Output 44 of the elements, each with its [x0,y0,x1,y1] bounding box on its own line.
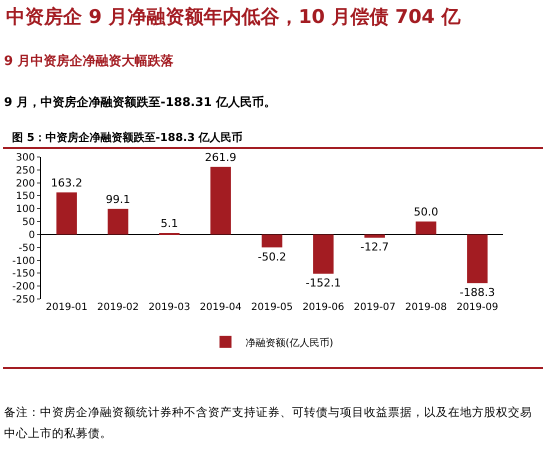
bar [56,192,77,234]
x-tick-label: 2019-07 [354,302,396,313]
bar [467,234,488,284]
bar [364,234,385,238]
x-tick-label: 2019-09 [456,302,498,313]
text: 9 月，中资房企净融资额跌至-188.31 亿人民币。 [4,94,276,111]
data-label: -188.3 [460,286,496,300]
bar [210,166,231,234]
y-tick-label: 0 [28,230,35,241]
y-tick-label: 300 [16,152,35,164]
bar [108,208,128,234]
x-tick-label: 2019-01 [46,302,88,313]
x-tick-label: 2019-08 [405,302,447,313]
x-tick-label: 2019-05 [251,302,293,313]
y-tick-label: -250 [12,294,35,306]
chart-subtitle: 9 月中资房企净融资大幅跌落 [4,52,174,70]
data-label: -12.7 [360,240,389,254]
text: 备注：中资房企净融资额统计券种不含资产支持证券、可转债与项目收益票据，以及在地方股权交易中心上市的私募债。 [4,404,533,442]
y-tick-label: 150 [16,191,35,202]
x-tick-label: 2019-02 [97,302,139,313]
bar [313,234,334,274]
y-tick-label: 250 [16,165,35,176]
y-tick-label: -150 [12,268,35,280]
x-tick-label: 2019-03 [148,302,190,313]
legend-label: 净融资额(亿人民币) [246,336,334,349]
bar [262,234,282,248]
data-label: 50.0 [414,206,438,219]
y-tick-label: -100 [12,256,35,267]
x-tick-label: 2019-04 [200,302,242,313]
data-label: 99.1 [106,192,130,206]
data-label: 163.2 [50,176,82,190]
chart-title: 中资房企 9 月净融资额年内低谷，10 月偿债 704 亿 [6,5,460,30]
data-label: 261.9 [204,150,236,164]
caption: 图 5：中资房企净融资额跌至-188.3 亿人民币 [12,130,243,145]
data-label: -152.1 [306,276,342,290]
y-tick-label: 50 [22,217,35,228]
bar [416,222,436,234]
data-label: -50.2 [258,250,286,264]
y-tick-label: 200 [16,178,35,190]
y-tick-label: 100 [16,204,35,216]
y-tick-label: -200 [12,282,35,293]
y-tick-label: -50 [18,242,35,254]
data-label: 5.1 [160,217,178,230]
x-tick-label: 2019-06 [302,302,344,313]
